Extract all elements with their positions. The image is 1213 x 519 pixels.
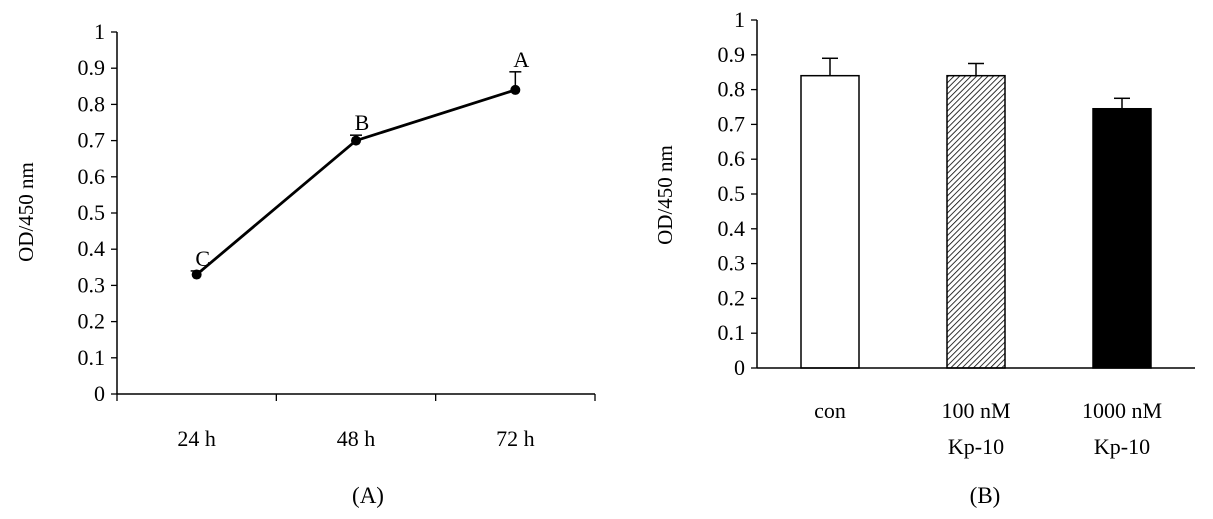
panel-a-y-axis-title: OD/450 nm bbox=[14, 162, 38, 262]
panel-b-x-tick-label: 1000 nM bbox=[1082, 398, 1162, 423]
panel-a-y-tick-label: 0.9 bbox=[78, 55, 106, 80]
panel-a-x-tick-label: 24 h bbox=[177, 426, 216, 451]
panel-b-y-tick-label: 0.1 bbox=[718, 320, 746, 345]
panel-b-x-tick-label: 100 nM bbox=[941, 398, 1010, 423]
panel-a-x-tick-label: 48 h bbox=[337, 426, 376, 451]
panel-a-y-tick-label: 0.5 bbox=[78, 200, 106, 225]
panel-b-y-tick-label: 0 bbox=[734, 355, 745, 380]
panel-b-y-ticks: 0 0.1 0.2 0.3 0.4 0.5 0.6 0.7 0.8 0.9 1 bbox=[718, 7, 757, 380]
panel-b-bar bbox=[1092, 107, 1152, 369]
panel-b-y-tick-label: 1 bbox=[734, 7, 745, 32]
panel-a-y-tick-label: 0.7 bbox=[78, 128, 106, 153]
panel-b-y-tick-label: 0.2 bbox=[718, 285, 746, 310]
panel-a-y-tick-label: 1 bbox=[94, 19, 105, 44]
panel-b-y-tick-label: 0.8 bbox=[718, 77, 746, 102]
panel-a-point-label: A bbox=[513, 47, 529, 72]
panel-b-y-tick-label: 0.3 bbox=[718, 251, 746, 276]
panel-b-bar-chart: OD/450 nm 00.10.20.30.40.50.60.70.80.91 … bbox=[653, 7, 1195, 508]
panel-a-label: (A) bbox=[352, 483, 384, 508]
panel-a-y-tick-label: 0.1 bbox=[78, 345, 106, 370]
panel-a-line-chart: OD/450 nm 00.10.20.30.40.50.60.70.80.91 … bbox=[14, 19, 596, 508]
panel-a-y-tick-label: 0.6 bbox=[78, 164, 106, 189]
panel-a-x-tick-label: 72 h bbox=[496, 426, 535, 451]
panel-a-y-tick-label: 0.4 bbox=[78, 236, 106, 261]
panel-a-data-point bbox=[191, 269, 202, 280]
panel-a-data-point bbox=[510, 84, 521, 95]
panel-a-point-label: B bbox=[355, 110, 370, 135]
panel-a-data-point bbox=[351, 135, 361, 146]
panel-b-x-tick-label: Kp-10 bbox=[948, 434, 1004, 459]
panel-b-x-tick-label: con bbox=[814, 398, 846, 423]
panel-b-bars bbox=[800, 57, 1152, 369]
panel-b-x-tick-label: Kp-10 bbox=[1094, 434, 1150, 459]
panel-b-label: (B) bbox=[970, 483, 1001, 508]
panel-a-x-ticks: 24 h 48 h 72 h bbox=[116, 394, 596, 451]
panel-a-y-tick-label: 0.3 bbox=[78, 272, 106, 297]
panel-a-y-ticks: 0 0.1 0.2 0.3 0.4 0.5 0.6 0.7 0.8 0.9 1 bbox=[78, 19, 117, 406]
panel-b-x-labels: con 100 nM Kp-10 1000 nM Kp-10 bbox=[814, 398, 1162, 459]
panel-b-y-tick-label: 0.5 bbox=[718, 181, 746, 206]
panel-b-y-tick-label: 0.4 bbox=[718, 216, 746, 241]
panel-b-y-tick-label: 0.9 bbox=[718, 42, 746, 67]
panel-b-bar bbox=[800, 74, 860, 369]
panel-a-y-tick-label: 0 bbox=[94, 381, 105, 406]
panel-a-point-label: C bbox=[195, 246, 210, 271]
panel-b-y-axis-title: OD/450 nm bbox=[653, 145, 677, 245]
panel-a-y-tick-label: 0.8 bbox=[78, 91, 106, 116]
panel-b-y-tick-label: 0.7 bbox=[718, 111, 746, 136]
panel-b-y-tick-label: 0.6 bbox=[718, 146, 746, 171]
panel-a-y-tick-label: 0.2 bbox=[78, 309, 106, 334]
panel-a-series: C B A bbox=[190, 47, 529, 280]
panel-b-bar bbox=[946, 74, 1006, 369]
